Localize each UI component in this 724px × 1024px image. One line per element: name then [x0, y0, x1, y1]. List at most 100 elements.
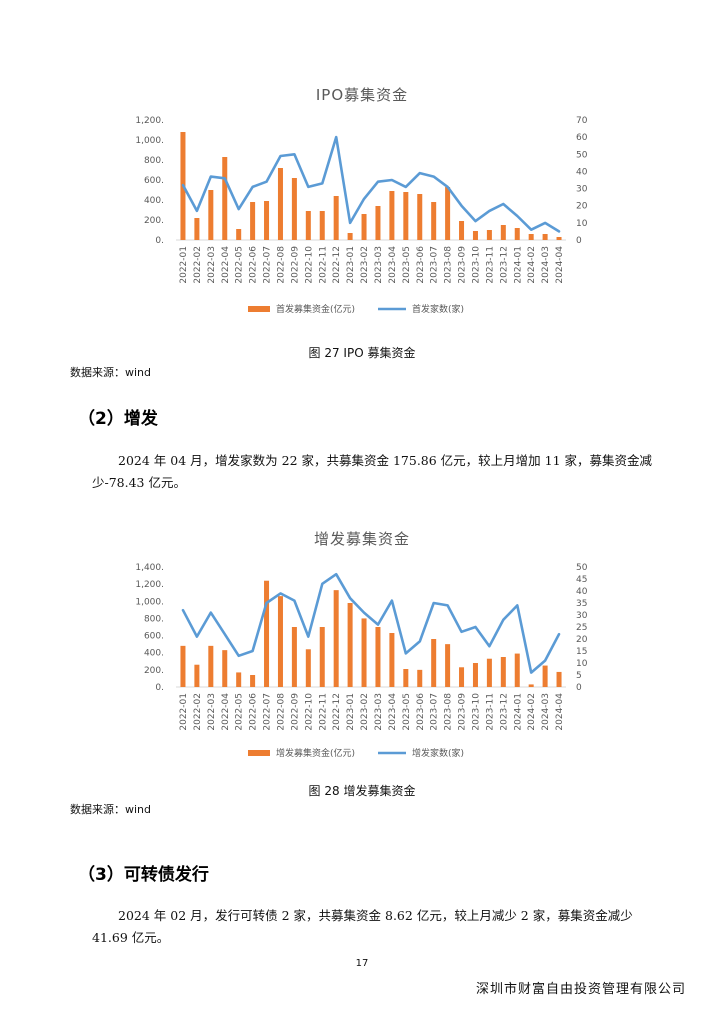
x-axis-tick-label: 2022-04 — [221, 246, 231, 284]
x-axis-tick-label: 2023-09 — [458, 693, 468, 731]
x-axis-tick-label: 2022-07 — [263, 246, 273, 284]
x-axis-tick-label: 2023-02 — [360, 693, 370, 731]
x-axis-tick-label: 2023-11 — [485, 246, 495, 284]
right-axis-tick-label: 25 — [576, 623, 587, 633]
figure-caption-ipo: 图 27 IPO 募集资金 — [308, 346, 416, 360]
bar — [486, 230, 492, 240]
bar — [361, 618, 367, 687]
right-axis-tick-label: 45 — [576, 575, 587, 585]
bar — [305, 649, 311, 687]
right-axis-tick-label: 5 — [576, 671, 582, 681]
x-axis-tick-label: 2023-04 — [388, 693, 398, 731]
bar — [236, 672, 242, 687]
left-axis-tick-label: 1,000. — [135, 597, 164, 607]
right-axis-tick-label: 0 — [576, 236, 582, 246]
bar — [417, 669, 423, 687]
left-axis-tick-label: 1,000. — [135, 136, 164, 146]
left-axis-tick-label: 1,200. — [135, 580, 164, 590]
x-axis-tick-label: 2023-06 — [416, 693, 426, 731]
bar — [319, 627, 325, 687]
bar — [375, 206, 381, 240]
page-number: 17 — [355, 958, 369, 969]
right-axis-tick-label: 0 — [576, 683, 582, 693]
x-axis-tick-label: 2022-03 — [207, 246, 217, 284]
x-axis-tick-label: 2022-10 — [304, 693, 314, 731]
x-axis-tick-label: 2022-12 — [332, 693, 342, 731]
legend-bar-swatch — [248, 750, 270, 756]
left-axis-tick-label: 1,200. — [135, 116, 164, 126]
bar — [361, 214, 367, 240]
x-axis-tick-label: 2022-05 — [235, 693, 245, 731]
bar — [472, 231, 478, 240]
bar — [556, 237, 562, 240]
x-axis-tick-label: 2023-10 — [471, 693, 481, 731]
bar — [250, 675, 256, 687]
paragraph-cb: 2024 年 02 月，发行可转债 2 家，共募集资金 8.62 亿元，较上月减… — [92, 908, 633, 945]
bar — [459, 667, 465, 687]
right-axis-tick-label: 20 — [576, 202, 588, 212]
x-axis-tick-label: 2023-10 — [471, 246, 481, 284]
right-axis-tick-label: 40 — [576, 587, 588, 597]
left-axis-tick-label: 0. — [155, 683, 164, 693]
bar — [514, 228, 520, 240]
legend-bar-swatch — [248, 306, 270, 312]
x-axis-tick-label: 2024-01 — [513, 693, 523, 731]
x-axis-tick-label: 2024-02 — [527, 693, 537, 731]
x-axis-tick-label: 2023-03 — [374, 693, 384, 731]
x-axis-tick-label: 2023-12 — [499, 693, 509, 731]
left-axis-tick-label: 400. — [144, 649, 164, 659]
left-axis-tick-label: 600. — [144, 176, 164, 186]
x-axis-tick-label: 2022-02 — [193, 693, 203, 731]
legend-line-label: 增发家数(家) — [412, 747, 464, 759]
bar — [291, 627, 297, 687]
chart-title: 增发募集资金 — [314, 530, 410, 548]
bar — [403, 192, 409, 240]
bar — [347, 603, 353, 687]
x-axis-tick-label: 2024-03 — [541, 246, 551, 284]
left-axis-tick-label: 0. — [155, 236, 164, 246]
bar — [180, 645, 186, 687]
bar — [194, 218, 200, 240]
left-axis-tick-label: 1,400. — [135, 563, 164, 573]
x-axis-tick-label: 2022-01 — [179, 693, 189, 731]
company-name: 深圳市财富自由投资管理有限公司 — [475, 982, 686, 997]
x-axis-tick-label: 2022-11 — [318, 246, 328, 284]
seo-chart: 增发募集资金 0. 200. 400. 600. 800. 1,000. 1,200. 1,40… — [135, 530, 588, 759]
right-axis-tick-label: 10 — [576, 219, 588, 229]
left-axis-tick-label: 400. — [144, 196, 164, 206]
bar — [208, 190, 214, 240]
x-axis-tick-label: 2023-06 — [416, 246, 426, 284]
bar — [486, 658, 492, 687]
x-axis-tick-label: 2023-08 — [444, 693, 454, 731]
x-axis-tick-label: 2022-04 — [221, 693, 231, 731]
x-axis-tick-label: 2024-01 — [513, 246, 523, 284]
bar — [389, 633, 395, 687]
bar — [222, 650, 228, 687]
bar — [305, 211, 311, 240]
ipo-chart: IPO募集资金 0. 200. 400. 600. 800. 1,000. 1,200. 0 10… — [135, 86, 588, 315]
left-axis-tick-label: 800. — [144, 614, 164, 624]
x-axis-tick-label: 2022-09 — [290, 246, 300, 284]
bar — [277, 168, 283, 240]
x-axis-tick-label: 2023-07 — [430, 693, 440, 731]
legend-line-label: 首发家数(家) — [412, 303, 464, 315]
right-axis-tick-label: 30 — [576, 185, 588, 195]
bar — [445, 644, 451, 687]
series-line — [181, 572, 561, 674]
x-axis-tick-label: 2023-07 — [430, 246, 440, 284]
x-axis-tick-label: 2023-05 — [402, 246, 412, 284]
right-axis-tick-label: 35 — [576, 599, 587, 609]
paragraph-seo: 2024 年 04 月，增发家数为 22 家，共募集资金 175.86 亿元，较… — [92, 453, 653, 490]
right-axis-tick-label: 50 — [576, 150, 588, 160]
x-axis-tick-label: 2024-04 — [555, 693, 565, 731]
left-axis-tick-label: 200. — [144, 666, 164, 676]
bar — [277, 596, 283, 687]
x-axis-tick-label: 2023-08 — [444, 246, 454, 284]
x-axis-tick-label: 2023-03 — [374, 246, 384, 284]
bar — [542, 665, 548, 687]
bar — [500, 657, 506, 687]
legend-bar-label: 增发募集资金(亿元) — [276, 747, 355, 759]
bar — [250, 202, 256, 240]
bar — [542, 234, 548, 240]
bar — [208, 645, 214, 687]
